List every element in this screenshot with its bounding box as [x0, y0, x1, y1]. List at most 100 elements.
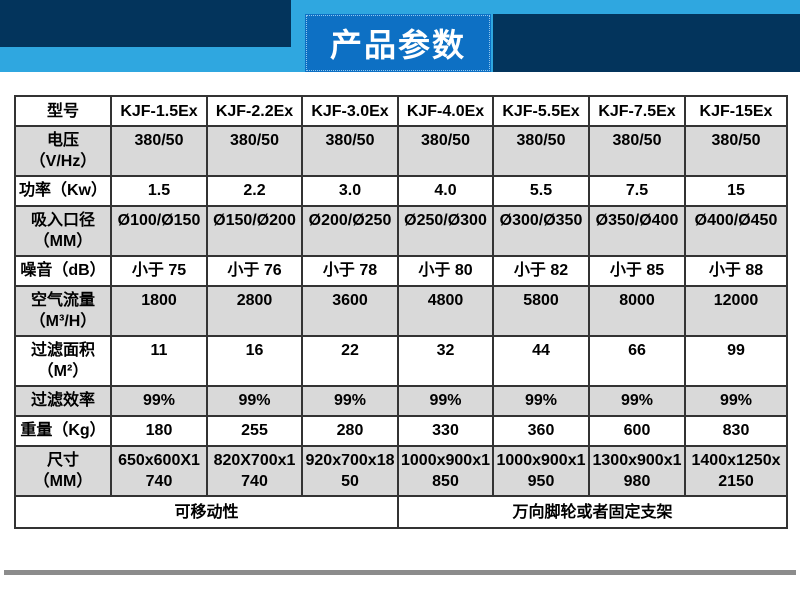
spec-value-cell: 3.0 — [301, 175, 399, 207]
model-header-row: 型号 KJF-1.5Ex KJF-2.2Ex KJF-3.0Ex KJF-4.0Ex KJ… — [14, 95, 788, 127]
banner-navy-right-block — [493, 14, 800, 72]
spec-value-cell: 380/50 — [684, 125, 788, 177]
spec-row-label: 空气流量 （M³/H） — [14, 285, 112, 337]
spec-value-cell: 小于 76 — [206, 255, 303, 287]
spec-value-cell: Ø300/Ø350 — [492, 205, 590, 257]
spec-value-cell: 330 — [397, 415, 494, 447]
page-title: 产品参数 — [329, 27, 466, 63]
spec-value-cell: 180 — [110, 415, 208, 447]
spec-value-cell: 小于 80 — [397, 255, 494, 287]
spec-table-body: 型号 KJF-1.5Ex KJF-2.2Ex KJF-3.0Ex KJF-4.0Ex KJ… — [14, 95, 788, 529]
spec-value-cell: 44 — [492, 335, 590, 387]
spec-row: 功率（Kw） 1.5 2.2 3.0 4.0 5.5 7.5 15 — [14, 175, 788, 207]
spec-value-cell: 99% — [492, 385, 590, 417]
spec-value-cell: 380/50 — [588, 125, 686, 177]
bottom-divider-bar — [4, 570, 796, 575]
model-header-cell: KJF-1.5Ex — [110, 95, 208, 127]
spec-value-cell: Ø150/Ø200 — [206, 205, 303, 257]
spec-value-cell: 1000x900x1850 — [397, 445, 494, 497]
spec-value-cell: 2800 — [206, 285, 303, 337]
model-header-cell: KJF-5.5Ex — [492, 95, 590, 127]
spec-value-cell: 380/50 — [397, 125, 494, 177]
spec-value-cell: 7.5 — [588, 175, 686, 207]
model-header-cell: KJF-15Ex — [684, 95, 788, 127]
model-header-cell: KJF-7.5Ex — [588, 95, 686, 127]
spec-row-label: 过滤面积 （M²） — [14, 335, 112, 387]
spec-value-cell: 5.5 — [492, 175, 590, 207]
spec-row-label: 过滤效率 — [14, 385, 112, 417]
spec-value-cell: 99% — [684, 385, 788, 417]
spec-value-cell: 99% — [301, 385, 399, 417]
spec-value-cell: 小于 88 — [684, 255, 788, 287]
spec-value-cell: Ø250/Ø300 — [397, 205, 494, 257]
spec-value-cell: Ø400/Ø450 — [684, 205, 788, 257]
banner-title-box: 产品参数 — [305, 14, 491, 72]
spec-row: 重量（Kg） 180 255 280 330 360 600 830 — [14, 415, 788, 447]
spec-value-cell: 8000 — [588, 285, 686, 337]
spec-value-cell: 小于 85 — [588, 255, 686, 287]
spec-value-cell: 5800 — [492, 285, 590, 337]
spec-value-cell: 22 — [301, 335, 399, 387]
spec-value-cell: 360 — [492, 415, 590, 447]
spec-value-cell: 920x700x1850 — [301, 445, 399, 497]
model-header-cell: KJF-3.0Ex — [301, 95, 399, 127]
spec-row-label: 吸入口径 （MM） — [14, 205, 112, 257]
spec-value-cell: 小于 82 — [492, 255, 590, 287]
model-header-cell: KJF-4.0Ex — [397, 95, 494, 127]
spec-value-cell: 1300x900x1980 — [588, 445, 686, 497]
spec-value-cell: 15 — [684, 175, 788, 207]
spec-row-label: 尺寸 （MM） — [14, 445, 112, 497]
spec-value-cell: 1.5 — [110, 175, 208, 207]
spec-value-cell: 1000x900x1950 — [492, 445, 590, 497]
spec-value-cell: 380/50 — [206, 125, 303, 177]
spec-value-cell: 1400x1250x2150 — [684, 445, 788, 497]
spec-value-cell: 830 — [684, 415, 788, 447]
spec-value-cell: 3600 — [301, 285, 399, 337]
spec-table: 型号 KJF-1.5Ex KJF-2.2Ex KJF-3.0Ex KJF-4.0Ex KJ… — [14, 95, 788, 529]
spec-value-cell: 99 — [684, 335, 788, 387]
spec-value-cell: 16 — [206, 335, 303, 387]
spec-value-cell: 380/50 — [110, 125, 208, 177]
spec-value-cell: 12000 — [684, 285, 788, 337]
mobility-value-cell: 万向脚轮或者固定支架 — [397, 495, 788, 529]
spec-row: 空气流量 （M³/H） 1800 2800 3600 4800 5800 8000 12000 — [14, 285, 788, 337]
spec-value-cell: 2.2 — [206, 175, 303, 207]
banner-navy-left-block — [0, 0, 291, 47]
spec-value-cell: 99% — [110, 385, 208, 417]
spec-value-cell: Ø100/Ø150 — [110, 205, 208, 257]
spec-value-cell: 小于 75 — [110, 255, 208, 287]
spec-value-cell: Ø200/Ø250 — [301, 205, 399, 257]
model-header-cell: KJF-2.2Ex — [206, 95, 303, 127]
spec-row-label: 重量（Kg） — [14, 415, 112, 447]
spec-value-cell: 380/50 — [301, 125, 399, 177]
mobility-row: 可移动性 万向脚轮或者固定支架 — [14, 495, 788, 529]
spec-row: 吸入口径 （MM） Ø100/Ø150 Ø150/Ø200 Ø200/Ø250 Ø250… — [14, 205, 788, 257]
spec-row-label: 噪音（dB） — [14, 255, 112, 287]
spec-value-cell: 380/50 — [492, 125, 590, 177]
spec-value-cell: 99% — [397, 385, 494, 417]
spec-value-cell: 小于 78 — [301, 255, 399, 287]
spec-value-cell: 4.0 — [397, 175, 494, 207]
spec-value-cell: Ø350/Ø400 — [588, 205, 686, 257]
model-header-label: 型号 — [14, 95, 112, 127]
spec-row-label: 电压 （V/Hz） — [14, 125, 112, 177]
spec-value-cell: 32 — [397, 335, 494, 387]
spec-value-cell: 600 — [588, 415, 686, 447]
spec-value-cell: 66 — [588, 335, 686, 387]
spec-row: 电压 （V/Hz） 380/50 380/50 380/50 380/50 380/50 3… — [14, 125, 788, 177]
spec-value-cell: 255 — [206, 415, 303, 447]
spec-value-cell: 280 — [301, 415, 399, 447]
spec-row-label: 功率（Kw） — [14, 175, 112, 207]
spec-row: 尺寸 （MM） 650x600X1740 820X700x1740 920x700x1… — [14, 445, 788, 497]
spec-value-cell: 99% — [588, 385, 686, 417]
spec-row: 噪音（dB） 小于 75 小于 76 小于 78 小于 80 小于 82 小于 85 小于 8… — [14, 255, 788, 287]
spec-row: 过滤面积 （M²） 11 16 22 32 44 66 99 — [14, 335, 788, 387]
mobility-label-cell: 可移动性 — [14, 495, 399, 529]
spec-value-cell: 650x600X1740 — [110, 445, 208, 497]
spec-value-cell: 1800 — [110, 285, 208, 337]
spec-value-cell: 4800 — [397, 285, 494, 337]
spec-row: 过滤效率 99% 99% 99% 99% 99% 99% 99% — [14, 385, 788, 417]
spec-value-cell: 820X700x1740 — [206, 445, 303, 497]
spec-value-cell: 11 — [110, 335, 208, 387]
